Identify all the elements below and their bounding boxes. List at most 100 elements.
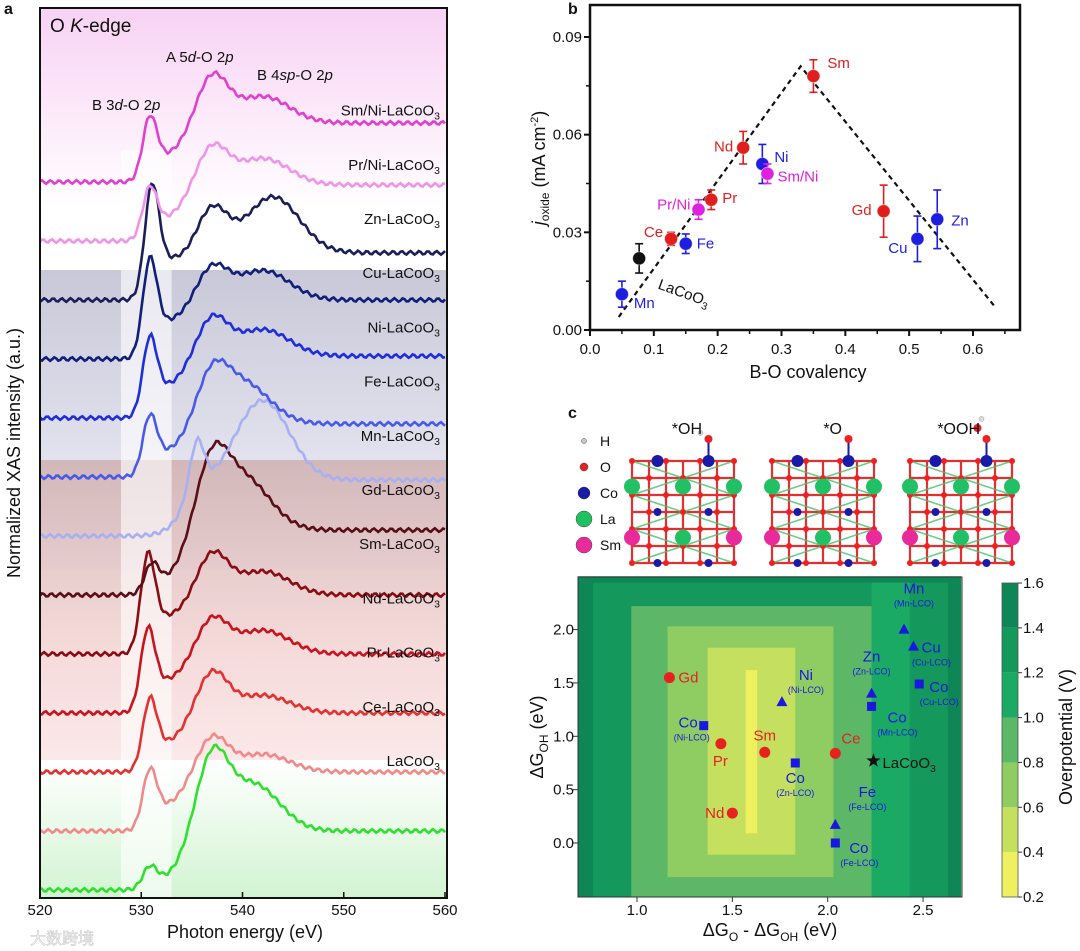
- marker-circle: [910, 231, 925, 246]
- marker-square: [867, 701, 877, 711]
- x-tick-label: 0.6: [963, 341, 984, 358]
- structure-label: *OH: [672, 421, 702, 438]
- atom-o: [629, 458, 635, 464]
- legend-label: Sm: [600, 537, 621, 553]
- y-tick-label: 0.06: [553, 127, 582, 144]
- atom-o: [629, 560, 635, 566]
- legend-atom-la-icon: [575, 510, 593, 528]
- adsorbate-o: [844, 435, 853, 443]
- point-label: Co: [786, 770, 805, 787]
- spectrum-ni-lacoo3: [39, 312, 446, 422]
- point-label: Nd: [705, 805, 724, 822]
- marker-triangle: [866, 687, 878, 698]
- point-label: Cu: [888, 240, 907, 257]
- point-sublabel: (Zn-LCO): [853, 667, 891, 677]
- spectrum-sm-ni-lacoo3: [39, 69, 446, 186]
- marker-circle: [876, 204, 891, 219]
- atom-co: [653, 508, 662, 516]
- atom-la: [675, 529, 691, 546]
- marker-square: [699, 721, 709, 731]
- atom-o: [924, 509, 930, 515]
- colorbar-band: [1002, 583, 1018, 628]
- point-label: Gd: [678, 670, 698, 687]
- x-tick-label: 520: [27, 902, 52, 919]
- y-axis-title: joxide (mA cm-2): [529, 111, 552, 228]
- atom-o: [769, 560, 775, 566]
- legend-atom-co-icon: [577, 486, 591, 500]
- point-label: Fe: [697, 236, 715, 253]
- colorbar-title: Overpotential (V): [1056, 669, 1076, 805]
- point-label: Pr/Ni: [657, 197, 690, 214]
- panel-c-heatmap: 1.0 1.5 2.0 2.5 0.0 0.5 1.0 1.5 2.0 Gd Pr Sm Ce Nd Ni…: [527, 575, 1076, 944]
- marker-circle: [664, 231, 678, 246]
- atom-sm: [902, 529, 918, 546]
- plot-frame: [588, 3, 1022, 332]
- marker-circle: [632, 251, 647, 266]
- point-label: Zn: [863, 649, 881, 666]
- atom-sm: [866, 529, 882, 546]
- panel-b-scatter: 0.0 0.1 0.2 0.3 0.4 0.5 0.6 0.00 0.03 0.06 0.09 Mn…: [529, 3, 1022, 382]
- point-label: Ce: [841, 730, 860, 747]
- colorbar-frame: [1001, 582, 1019, 898]
- panel-label-a: a: [4, 1, 13, 18]
- point-label: Zn: [951, 212, 969, 229]
- point-label: Co: [849, 840, 868, 857]
- contour-region-level-4: [871, 582, 910, 898]
- y-tick-label: 1.0: [553, 728, 574, 745]
- spectrum-pr-lacoo3: [39, 667, 446, 776]
- data-point-co-ni-lco-: Co(Ni-LCO): [674, 715, 710, 743]
- marker-circle: [678, 236, 693, 251]
- data-point-nd: Nd: [714, 130, 751, 165]
- x-tick-label: 530: [129, 902, 154, 919]
- atom-co: [931, 508, 940, 516]
- atom-o: [975, 492, 981, 498]
- atom-sm: [764, 529, 780, 546]
- spectrum-label: Pr-LaCoO3: [367, 645, 441, 665]
- atom-o: [731, 560, 737, 566]
- atom-o: [786, 509, 792, 515]
- marker-circle: [691, 202, 706, 217]
- data-point-cu: Cu: [888, 215, 925, 263]
- data-point-nd: Nd: [705, 805, 738, 822]
- marker-circle: [704, 192, 719, 207]
- atom-o: [769, 458, 775, 464]
- data-point-ni-ni-lco-: Ni(Ni-LCO): [776, 667, 824, 707]
- x-axis-title: ΔGO - ΔGOH (eV): [703, 920, 837, 944]
- atom-o: [975, 458, 981, 464]
- x-tick-label: 1.0: [627, 902, 648, 919]
- point-label: Sm: [827, 55, 850, 72]
- atom-co: [704, 508, 713, 516]
- atom-o: [871, 560, 877, 566]
- point-label: Cu: [922, 640, 941, 657]
- x-tick-label: 540: [230, 902, 255, 919]
- x-axis-title: B-O covalency: [749, 362, 866, 382]
- atom-la: [953, 529, 969, 546]
- structure-oh: *OH: [624, 421, 742, 567]
- pre-edge-highlight-strip: [121, 150, 172, 898]
- atom-o: [786, 543, 792, 549]
- point-sublabel: (Cu-LCO): [920, 697, 959, 707]
- colorbar-band: [1002, 627, 1018, 673]
- atom-o: [854, 475, 860, 481]
- panel-label-c: c: [568, 405, 577, 422]
- atom-o: [680, 509, 686, 515]
- data-point-pr-ni: Pr/Ni: [657, 197, 706, 221]
- spectra-curves: [39, 69, 446, 894]
- atom-sm: [1004, 529, 1020, 546]
- plot-frame: [39, 7, 448, 899]
- y-axis-title: ΔGOH (eV): [527, 695, 551, 778]
- data-point-pr: Pr: [704, 189, 737, 211]
- marker-circle: [615, 287, 629, 302]
- marker-circle: [759, 746, 771, 758]
- atom-o: [975, 560, 981, 566]
- spectrum-gd-lacoo3: [39, 439, 446, 599]
- spectra-labels: LaCoO3 Ce-LaCoO3 Pr-LaCoO3 Nd-LaCoO3 Sm-LaCo…: [341, 103, 440, 773]
- x-tick-label: 560: [432, 902, 457, 919]
- atom-o: [714, 475, 720, 481]
- atom-co: [982, 508, 991, 516]
- atom-o: [714, 509, 720, 515]
- colorbar-band: [1002, 807, 1018, 853]
- colorbar-tick-label: 1.4: [1023, 620, 1044, 637]
- point-label: Ni: [774, 149, 788, 166]
